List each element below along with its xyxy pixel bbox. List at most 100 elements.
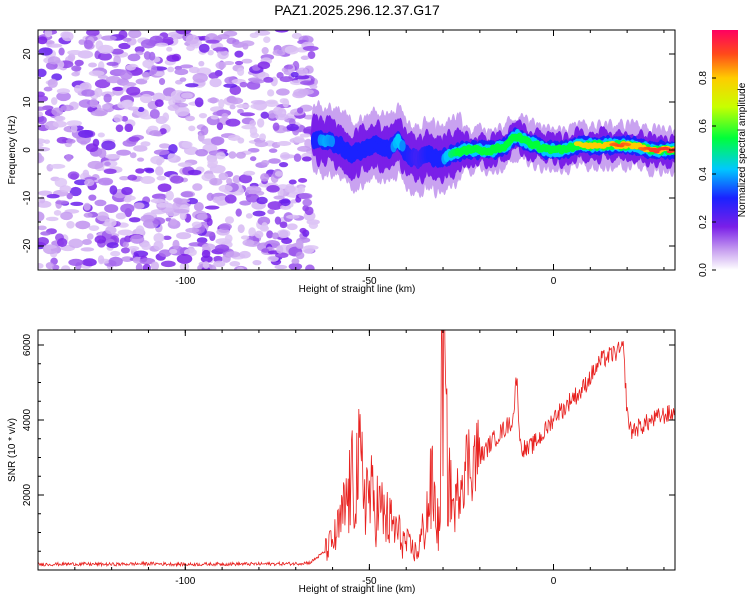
noise-blob xyxy=(212,47,229,52)
noise-blob xyxy=(235,208,242,217)
noise-blob xyxy=(115,212,127,220)
noise-blob xyxy=(118,42,131,50)
noise-blob xyxy=(135,168,145,174)
noise-blob xyxy=(152,217,166,225)
colorbar-gradient xyxy=(712,30,738,270)
noise-blob xyxy=(56,91,71,102)
noise-blob xyxy=(238,174,253,184)
noise-blob xyxy=(54,177,68,188)
noise-blob xyxy=(38,236,49,246)
noise-blob xyxy=(115,124,124,133)
noise-blob xyxy=(206,192,214,201)
noise-blob xyxy=(225,118,241,127)
noise-blob xyxy=(278,230,289,238)
noise-blob xyxy=(236,103,250,109)
noise-blob xyxy=(121,115,129,122)
noise-blob xyxy=(167,152,177,162)
noise-blob xyxy=(80,247,95,252)
noise-blob xyxy=(250,103,262,110)
noise-blob xyxy=(68,258,84,267)
noise-blob xyxy=(139,257,156,265)
noise-blob xyxy=(120,71,133,80)
noise-blob xyxy=(275,113,289,121)
noise-blob xyxy=(237,108,244,114)
noise-blob xyxy=(243,170,256,176)
noise-blob xyxy=(133,145,148,152)
noise-blob xyxy=(279,98,288,104)
noise-blob xyxy=(82,258,97,267)
noise-blob xyxy=(267,201,283,210)
colorbar-tick-label: 0.4 xyxy=(698,167,709,181)
noise-blob xyxy=(152,209,162,215)
noise-blob xyxy=(242,239,255,247)
noise-blob xyxy=(94,199,107,207)
noise-blob xyxy=(207,97,220,104)
noise-blob xyxy=(104,154,121,159)
noise-blob xyxy=(74,59,84,67)
noise-blob xyxy=(225,251,241,258)
noise-blob xyxy=(261,47,269,55)
noise-blob xyxy=(153,232,165,243)
noise-blob xyxy=(152,92,166,102)
noise-blob xyxy=(156,175,167,181)
noise-blob xyxy=(81,89,96,97)
noise-blob xyxy=(215,61,227,70)
noise-blob xyxy=(96,211,109,222)
noise-blob xyxy=(237,224,245,234)
noise-blob xyxy=(47,78,58,89)
noise-blob xyxy=(300,80,315,86)
noise-blob xyxy=(207,158,218,167)
noise-blob xyxy=(83,212,93,218)
noise-blob xyxy=(85,143,99,153)
noise-blob xyxy=(120,203,135,214)
colorbar: 0.0 0.2 0.4 0.6 0.8 Normalized spectral ampl… xyxy=(698,30,748,277)
noise-blob xyxy=(186,44,195,52)
noise-blob xyxy=(176,232,192,240)
noise-blob xyxy=(215,152,226,160)
spectrogram-ylabel: Frequency (Hz) xyxy=(7,116,18,185)
noise-blob xyxy=(60,211,73,221)
noise-blob xyxy=(208,264,217,270)
noise-blob xyxy=(184,146,199,156)
noise-blob xyxy=(201,243,216,251)
noise-blob xyxy=(127,53,141,62)
noise-blob xyxy=(121,256,134,262)
noise-blob xyxy=(218,184,233,193)
noise-blob xyxy=(140,176,156,185)
noise-blob xyxy=(112,86,124,91)
noise-blob xyxy=(84,178,95,187)
noise-blob xyxy=(261,248,270,253)
noise-blob xyxy=(173,209,190,214)
colorbar-label: Normalized spectral amplitude xyxy=(737,82,748,217)
noise-blob xyxy=(273,106,283,116)
noise-blob xyxy=(68,238,84,249)
noise-blob xyxy=(101,103,111,110)
noise-blob xyxy=(53,209,62,216)
noise-blob xyxy=(257,61,271,70)
noise-blob xyxy=(42,244,57,249)
noise-blob xyxy=(121,81,137,87)
noise-blob xyxy=(235,151,246,159)
noise-blob xyxy=(302,156,312,162)
noise-blob xyxy=(123,197,132,203)
noise-blob xyxy=(198,113,208,119)
noise-blob xyxy=(38,115,47,125)
noise-blob xyxy=(276,88,290,96)
noise-blob xyxy=(252,260,262,266)
noise-blob xyxy=(54,115,66,122)
noise-blob xyxy=(276,245,284,254)
noise-blob xyxy=(154,99,164,107)
noise-blob xyxy=(263,76,274,83)
noise-blob xyxy=(307,51,316,60)
noise-blob xyxy=(119,175,130,181)
noise-blob xyxy=(60,265,71,270)
noise-blob xyxy=(288,179,297,185)
x-tick-label: 0 xyxy=(551,576,557,587)
x-tick-label: -100 xyxy=(175,276,195,287)
noise-blob xyxy=(256,118,265,128)
noise-blob xyxy=(51,107,64,116)
snr-ylabel: SNR (10 * v/v) xyxy=(7,418,18,482)
noise-blob xyxy=(185,115,195,122)
noise-blob xyxy=(286,223,298,231)
